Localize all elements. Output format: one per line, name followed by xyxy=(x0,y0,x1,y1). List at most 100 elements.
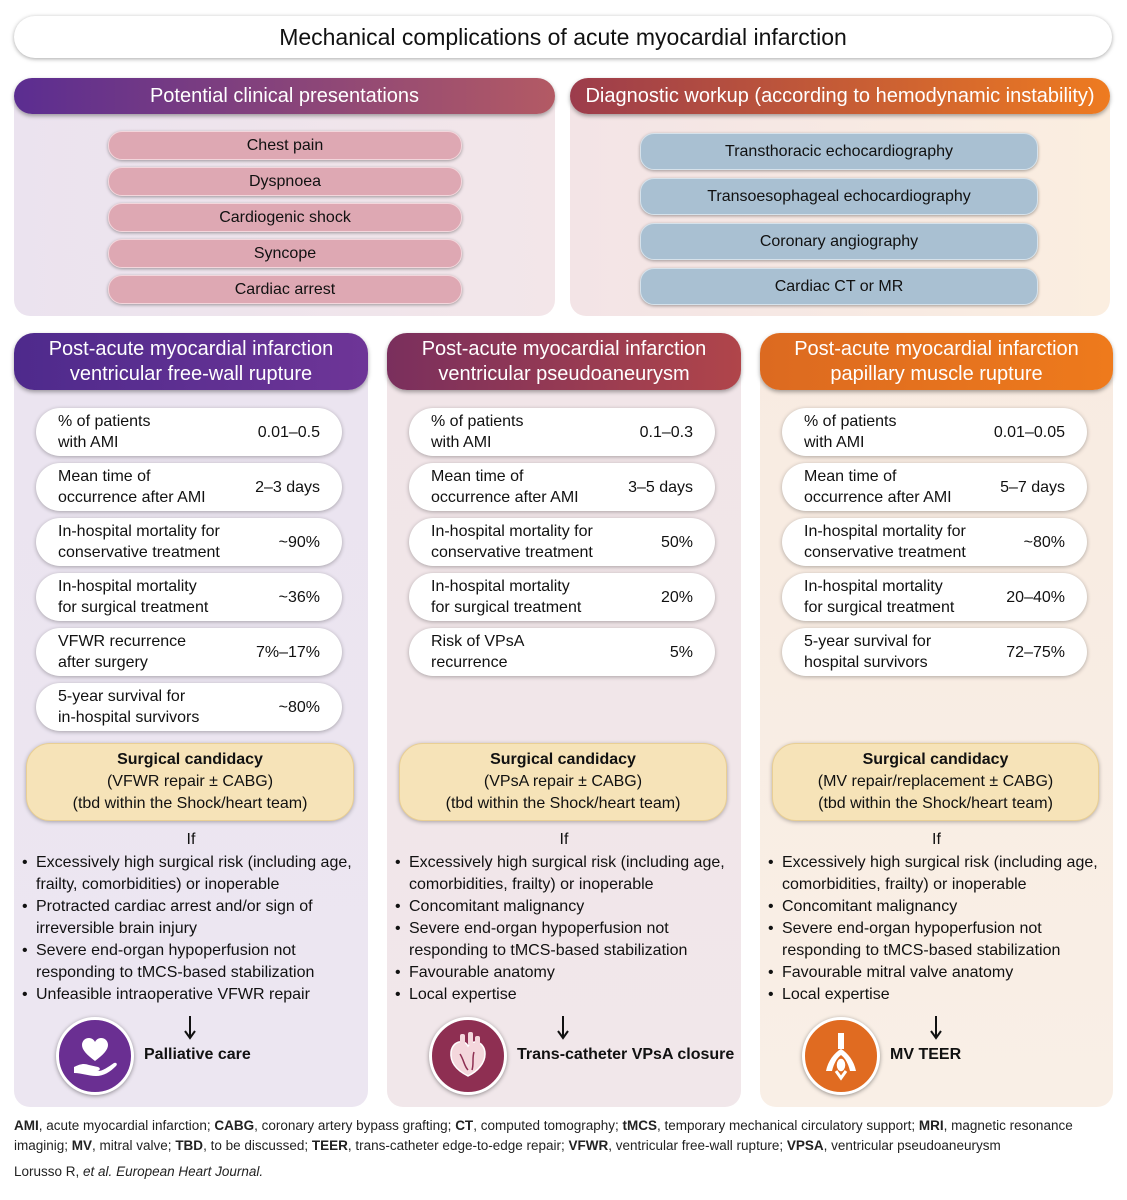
presentation-item: Dyspnoea xyxy=(108,167,462,196)
footnote-abbr: MV xyxy=(71,1138,93,1153)
stat-value: ~90% xyxy=(278,533,320,551)
stat-label: 5-year survival for hospital survivors xyxy=(804,633,932,671)
palliative-care-icon xyxy=(56,1017,134,1095)
stat-label: In-hospital mortality for conservative t… xyxy=(431,523,593,561)
stat-row: % of patients with AMI 0.1–0.3 xyxy=(409,408,715,456)
surgical-candidacy-box: Surgical candidacy (VFWR repair ± CABG) (t… xyxy=(26,743,354,821)
criteria-list: Excessively high surgical risk (includin… xyxy=(395,852,737,1006)
footnote-definition: , to be discussed; xyxy=(203,1138,312,1153)
criteria-item: Concomitant malignancy xyxy=(395,896,737,918)
stat-row: In-hospital mortality for conservative t… xyxy=(36,518,342,566)
outcome-label: MV TEER xyxy=(890,1046,962,1063)
stat-value: 0.1–0.3 xyxy=(639,423,693,441)
stat-label: 5-year survival for in-hospital survivor… xyxy=(58,688,200,726)
criteria-item: Unfeasible intraoperative VFWR repair xyxy=(22,984,364,1006)
stat-row: In-hospital mortality for conservative t… xyxy=(409,518,715,566)
stat-label: In-hospital mortality for surgical treat… xyxy=(58,578,209,616)
stat-label: % of patients with AMI xyxy=(431,413,524,451)
candidacy-team: (tbd within the Shock/heart team) xyxy=(445,795,681,812)
column-heading: Post-acute myocardial infarction ventric… xyxy=(387,333,741,390)
criteria-item: Favourable anatomy xyxy=(395,962,737,984)
footnote-definition: , trans-catheter edge-to-edge repair; xyxy=(347,1138,569,1153)
stat-row: 5-year survival for in-hospital survivor… xyxy=(36,683,342,731)
if-label: If xyxy=(559,831,569,848)
citation-authors: Lorusso R, xyxy=(14,1164,84,1179)
criteria-item: Excessively high surgical risk (includin… xyxy=(395,852,737,896)
stat-row: 5-year survival for hospital survivors 72… xyxy=(782,628,1087,676)
column-heading: Post-acute myocardial infarction ventric… xyxy=(14,333,368,390)
candidacy-procedure: (MV repair/replacement ± CABG) xyxy=(817,773,1054,790)
criteria-item: Concomitant malignancy xyxy=(768,896,1109,918)
stat-label: Mean time of occurrence after AMI xyxy=(58,468,206,506)
if-label: If xyxy=(932,831,941,848)
outcome-label: Trans-catheter VPsA closure xyxy=(517,1046,735,1063)
stat-label: In-hospital mortality for conservative t… xyxy=(58,523,220,561)
stat-value: 0.01–0.5 xyxy=(257,423,320,441)
footnote-definition: , temporary mechanical circulatory suppo… xyxy=(657,1118,919,1133)
stat-row: In-hospital mortality for surgical treat… xyxy=(782,573,1087,621)
surgical-candidacy-box: Surgical candidacy (VPsA repair ± CABG) (t… xyxy=(399,743,727,821)
candidacy-title: Surgical candidacy xyxy=(490,751,636,768)
outcome-label: Palliative care xyxy=(144,1046,251,1063)
presentation-item: Cardiac arrest xyxy=(108,275,462,304)
footnote-abbr: VPSA xyxy=(786,1138,824,1153)
workup-item: Cardiac CT or MR xyxy=(640,268,1038,305)
stat-row: Risk of VPsA recurrence 5% xyxy=(409,628,715,676)
stat-label: In-hospital mortality for surgical treat… xyxy=(804,578,955,616)
stat-label: VFWR recurrence after surgery xyxy=(58,633,187,671)
stat-row: In-hospital mortality for surgical treat… xyxy=(409,573,715,621)
criteria-item: Protracted cardiac arrest and/or sign of… xyxy=(22,896,364,940)
candidacy-team: (tbd within the Shock/heart team) xyxy=(72,795,308,812)
stat-value: ~36% xyxy=(278,588,320,606)
footnote-definition: , computed tomography; xyxy=(473,1118,623,1133)
stat-label: % of patients with AMI xyxy=(58,413,151,451)
candidacy-title: Surgical candidacy xyxy=(862,751,1009,768)
presentation-item: Syncope xyxy=(108,239,462,268)
footnote-abbr: TBD xyxy=(175,1138,204,1153)
stat-row: VFWR recurrence after surgery 7%–17% xyxy=(36,628,342,676)
stat-label: Risk of VPsA recurrence xyxy=(431,633,525,671)
footnote-definition: , acute myocardial infarction; xyxy=(38,1118,215,1133)
stat-label: In-hospital mortality for surgical treat… xyxy=(431,578,582,616)
footnote-definition: , magnetic resonance imaginig; xyxy=(14,1118,1073,1153)
footnote-abbr: VFWR xyxy=(568,1138,609,1153)
workup-heading: Diagnostic workup (according to hemodyna… xyxy=(570,78,1110,114)
stat-value: 7%–17% xyxy=(255,643,320,661)
criteria-item: Local expertise xyxy=(768,984,1109,1006)
stat-label: % of patients with AMI xyxy=(804,413,897,451)
presentation-item: Chest pain xyxy=(108,131,462,160)
criteria-item: Excessively high surgical risk (includin… xyxy=(22,852,364,896)
criteria-list: Excessively high surgical risk (includin… xyxy=(768,852,1109,1006)
footnote-abbr: TEER xyxy=(311,1138,348,1153)
stat-value: 5–7 days xyxy=(1000,478,1065,496)
presentation-item: Cardiogenic shock xyxy=(108,203,462,232)
criteria-item: Severe end-organ hypoperfusion not respo… xyxy=(768,918,1109,962)
stat-value: 20% xyxy=(660,588,693,606)
stat-value: 5% xyxy=(669,643,693,661)
candidacy-procedure: (VPsA repair ± CABG) xyxy=(483,773,643,790)
criteria-item: Favourable mitral valve anatomy xyxy=(768,962,1109,984)
if-label: If xyxy=(186,831,196,848)
citation: Lorusso R, et al. European Heart Journal… xyxy=(14,1164,263,1179)
footnote-abbr: AMI xyxy=(14,1118,39,1133)
presentations-heading: Potential clinical presentations xyxy=(14,78,555,114)
stat-value: 0.01–0.05 xyxy=(993,423,1065,441)
footnote-abbr: CABG xyxy=(214,1118,255,1133)
abbreviations-footnote: AMI, acute myocardial infarction; CABG, … xyxy=(14,1116,1114,1156)
candidacy-team: (tbd within the Shock/heart team) xyxy=(818,795,1053,812)
workup-item: Transthoracic echocardiography xyxy=(640,133,1038,170)
stat-row: Mean time of occurrence after AMI 5–7 day… xyxy=(782,463,1087,511)
criteria-item: Severe end-organ hypoperfusion not respo… xyxy=(22,940,364,984)
stat-label: Mean time of occurrence after AMI xyxy=(804,468,952,506)
stat-value: 3–5 days xyxy=(628,478,693,496)
footnote-definition: , coronary artery bypass grafting; xyxy=(254,1118,456,1133)
column-heading: Post-acute myocardial infarction papilla… xyxy=(760,333,1113,390)
surgical-candidacy-box: Surgical candidacy (MV repair/replacement… xyxy=(772,743,1099,821)
workup-item: Transoesophageal echocardiography xyxy=(640,178,1038,215)
stat-row: In-hospital mortality for surgical treat… xyxy=(36,573,342,621)
candidacy-title: Surgical candidacy xyxy=(117,751,263,768)
down-arrow-icon xyxy=(930,1016,942,1040)
stat-row: In-hospital mortality for conservative t… xyxy=(782,518,1087,566)
stat-value: ~80% xyxy=(1023,533,1065,551)
stat-value: 50% xyxy=(660,533,693,551)
